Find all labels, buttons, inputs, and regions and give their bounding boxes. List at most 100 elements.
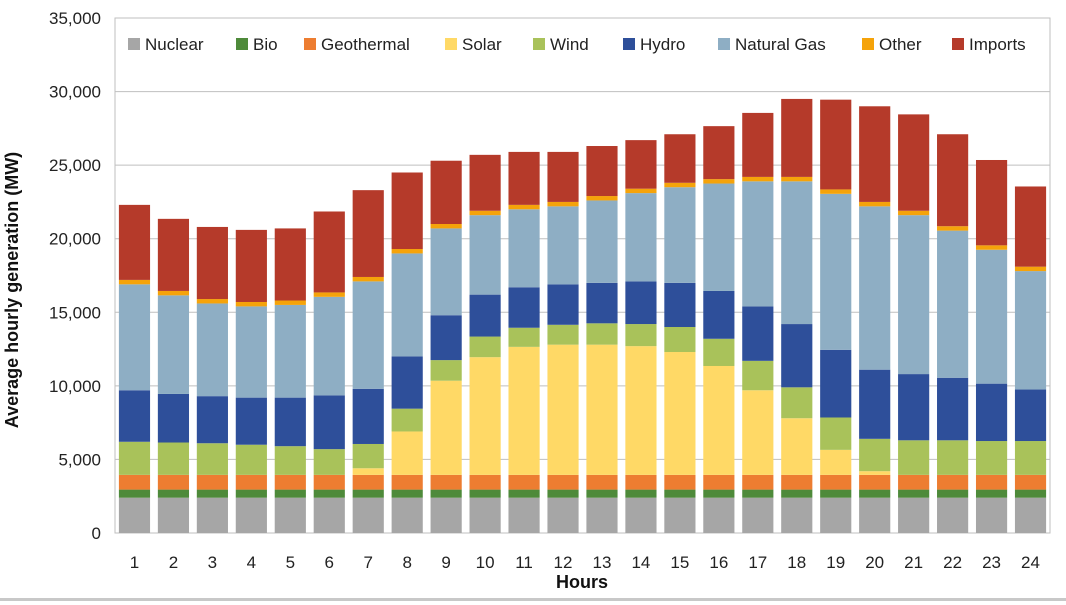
plot-frame — [114, 17, 1051, 534]
bar-segment-hydro — [508, 287, 540, 328]
legend: Nuclear Bio Geothermal Solar Wind Hydro Natura… — [128, 35, 1026, 54]
bar-segment-hydro — [352, 388, 384, 444]
bar-segment-nuclear — [313, 497, 345, 533]
legend-label: Natural Gas — [735, 35, 826, 54]
bar-segment-geothermal — [352, 474, 384, 490]
bar-segment-imports — [235, 229, 267, 302]
bar-segment-other — [1014, 266, 1047, 272]
bottom-divider — [0, 598, 1066, 601]
bar-segment-solar — [586, 344, 618, 475]
bar-segment-imports — [508, 151, 540, 205]
legend-label: Imports — [969, 35, 1026, 54]
bar-segment-nuclear — [781, 497, 813, 533]
bar-segment-wind — [781, 387, 813, 419]
bar-segment-nuclear — [975, 497, 1008, 533]
bar-segment-bio — [586, 489, 618, 498]
bar-segment-hydro — [196, 396, 228, 444]
bar-segment-solar — [703, 365, 735, 475]
x-tick-label: 2 — [169, 553, 178, 572]
legend-swatch — [128, 38, 140, 50]
y-tick-label: 0 — [92, 524, 101, 543]
bar-segment-other — [352, 276, 384, 282]
legend-swatch — [304, 38, 316, 50]
bar-segment-bio — [157, 489, 190, 498]
bar-segment-bio — [313, 489, 345, 498]
bar-segment-geothermal — [1014, 474, 1047, 490]
x-tick-label: 10 — [476, 553, 495, 572]
bar-segment-solar — [469, 357, 501, 475]
legend-swatch — [623, 38, 635, 50]
bar-segment-hydro — [781, 324, 813, 388]
x-tick-label: 6 — [325, 553, 334, 572]
bar-segment-geothermal — [703, 474, 735, 490]
bar-segment-nuclear — [586, 497, 618, 533]
bar-segment-imports — [859, 106, 891, 202]
bar-segment-hydro — [118, 390, 151, 442]
bar-segment-hydro — [742, 306, 774, 361]
bar-segment-bio — [352, 489, 384, 498]
bar-segment-nuclear — [235, 497, 267, 533]
bar-segment-hydro — [586, 282, 618, 324]
bar-segment-hydro — [313, 395, 345, 450]
bar-segment-natural-gas — [313, 296, 345, 396]
bar-segment-solar — [664, 352, 696, 475]
bar-segment-solar — [859, 471, 891, 475]
bar-segment-natural-gas — [391, 253, 423, 357]
bar-segment-geothermal — [391, 474, 423, 490]
bar-segment-nuclear — [196, 497, 228, 533]
legend-swatch — [952, 38, 964, 50]
x-tick-label: 23 — [982, 553, 1001, 572]
bar-segment-other — [703, 179, 735, 184]
bar-segment-natural-gas — [937, 230, 969, 378]
x-tick-label: 16 — [709, 553, 728, 572]
x-axis-title: Hours — [556, 572, 608, 592]
bar-segment-imports — [820, 99, 852, 190]
x-tick-label: 18 — [787, 553, 806, 572]
bar-segment-wind — [430, 360, 462, 381]
legend-swatch — [445, 38, 457, 50]
x-tick-label: 24 — [1021, 553, 1040, 572]
bar-segment-natural-gas — [235, 306, 267, 398]
bar-segment-other — [781, 176, 813, 182]
bar-segment-natural-gas — [742, 181, 774, 307]
bar-segment-bio — [859, 489, 891, 498]
bar-segment-imports — [742, 112, 774, 177]
bar-segment-geothermal — [157, 474, 190, 490]
bar-segment-nuclear — [274, 497, 306, 533]
bar-segment-wind — [274, 446, 306, 475]
bar-segment-bio — [469, 489, 501, 498]
bar-segment-wind — [1014, 441, 1047, 475]
legend-swatch — [236, 38, 248, 50]
x-tick-label: 8 — [402, 553, 411, 572]
bar-segment-other — [469, 210, 501, 216]
bar-segment-nuclear — [508, 497, 540, 533]
bar-segment-nuclear — [859, 497, 891, 533]
bar-segment-solar — [742, 390, 774, 475]
bar-segment-wind — [859, 438, 891, 472]
bar-segment-imports — [196, 226, 228, 300]
bar-segment-nuclear — [430, 497, 462, 533]
bar-segment-other — [937, 226, 969, 231]
x-tick-label: 7 — [363, 553, 372, 572]
bar-segment-bio — [898, 489, 930, 498]
bar-segment-bio — [1014, 489, 1047, 498]
bar-segment-hydro — [703, 290, 735, 339]
bar-segment-wind — [820, 417, 852, 450]
bar-segment-geothermal — [235, 474, 267, 490]
bar-segment-solar — [625, 346, 657, 475]
bar-segment-nuclear — [391, 497, 423, 533]
bar-segment-nuclear — [742, 497, 774, 533]
bar-segment-hydro — [157, 393, 190, 443]
bar-segment-wind — [235, 444, 267, 475]
bar-segment-other — [157, 290, 190, 296]
bar-segment-wind — [391, 408, 423, 432]
bar-segment-geothermal — [430, 474, 462, 490]
bar-segment-geothermal — [547, 474, 579, 490]
y-tick-label: 30,000 — [49, 83, 101, 102]
bar-segment-hydro — [625, 281, 657, 325]
y-axis-ticks: 0 5,000 10,000 15,000 20,000 25,000 30,000 35,0… — [49, 9, 101, 543]
bar-segment-geothermal — [586, 474, 618, 490]
bar-segment-bio — [430, 489, 462, 498]
x-tick-label: 14 — [631, 553, 650, 572]
